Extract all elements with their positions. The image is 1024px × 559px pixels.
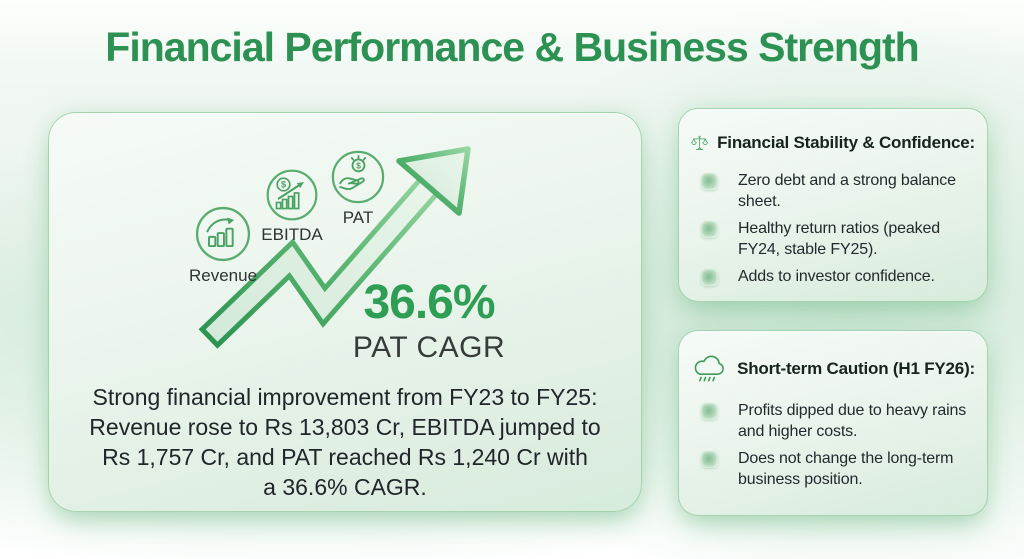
metric-label: PAT CAGR — [352, 331, 506, 364]
caution-card-heading: Short-term Caution (H1 FY26): — [737, 359, 975, 378]
bullet-text: Healthy return ratios (peaked FY24, stab… — [738, 220, 940, 258]
bullet-square-icon — [701, 269, 718, 286]
bullet-text: Zero debt and a strong balance sheet. — [738, 172, 956, 210]
financial-growth-card: Revenue $ EBITDA — [48, 112, 642, 512]
bullet-text: Does not change the long-term business p… — [738, 450, 954, 488]
bar-chart-growth-icon — [195, 206, 251, 262]
bullet-text: Profits dipped due to heavy rains and hi… — [738, 402, 967, 440]
revenue-label: Revenue — [188, 266, 258, 285]
bullet-square-icon — [701, 221, 718, 238]
pat-icon-group: $ PAT — [308, 149, 408, 228]
stability-bullet-3: Adds to investor confidence. — [701, 267, 975, 288]
hand-coin-icon: $ — [331, 150, 385, 204]
rain-cloud-icon — [694, 355, 724, 382]
bullet-square-icon — [701, 451, 718, 468]
stability-card: Financial Stability & Confidence: Zero d… — [678, 108, 988, 302]
ebitda-icon-group: $ EBITDA — [242, 168, 342, 245]
page-title: Financial Performance & Business Strengt… — [105, 24, 919, 70]
stability-bullet-1: Zero debt and a strong balance sheet. — [701, 171, 975, 212]
pat-label: PAT — [342, 208, 374, 227]
metric-value: 36.6% — [363, 276, 495, 329]
stability-bullet-2: Healthy return ratios (peaked FY24, stab… — [701, 219, 975, 260]
summary-text: Strong financial improvement from FY23 t… — [89, 384, 601, 500]
caution-bullet-1: Profits dipped due to heavy rains and hi… — [701, 401, 975, 442]
svg-text:$: $ — [281, 180, 286, 190]
caution-bullet-2: Does not change the long-term business p… — [701, 449, 975, 490]
caution-card: Short-term Caution (H1 FY26): Profits di… — [678, 330, 988, 516]
bullet-text: Adds to investor confidence. — [738, 268, 935, 285]
ebitda-label: EBITDA — [261, 225, 323, 244]
svg-text:$: $ — [356, 160, 361, 170]
revenue-icon-group: Revenue — [173, 205, 273, 286]
balance-scale-icon — [691, 135, 708, 150]
coin-bar-chart-icon: $ — [266, 169, 318, 221]
pat-cagr-metric: 36.6% PAT CAGR — [329, 279, 529, 365]
growth-arrow-graphic — [198, 146, 471, 349]
bullet-square-icon — [701, 403, 718, 420]
bullet-square-icon — [701, 173, 718, 190]
stability-card-heading: Financial Stability & Confidence: — [717, 133, 975, 152]
